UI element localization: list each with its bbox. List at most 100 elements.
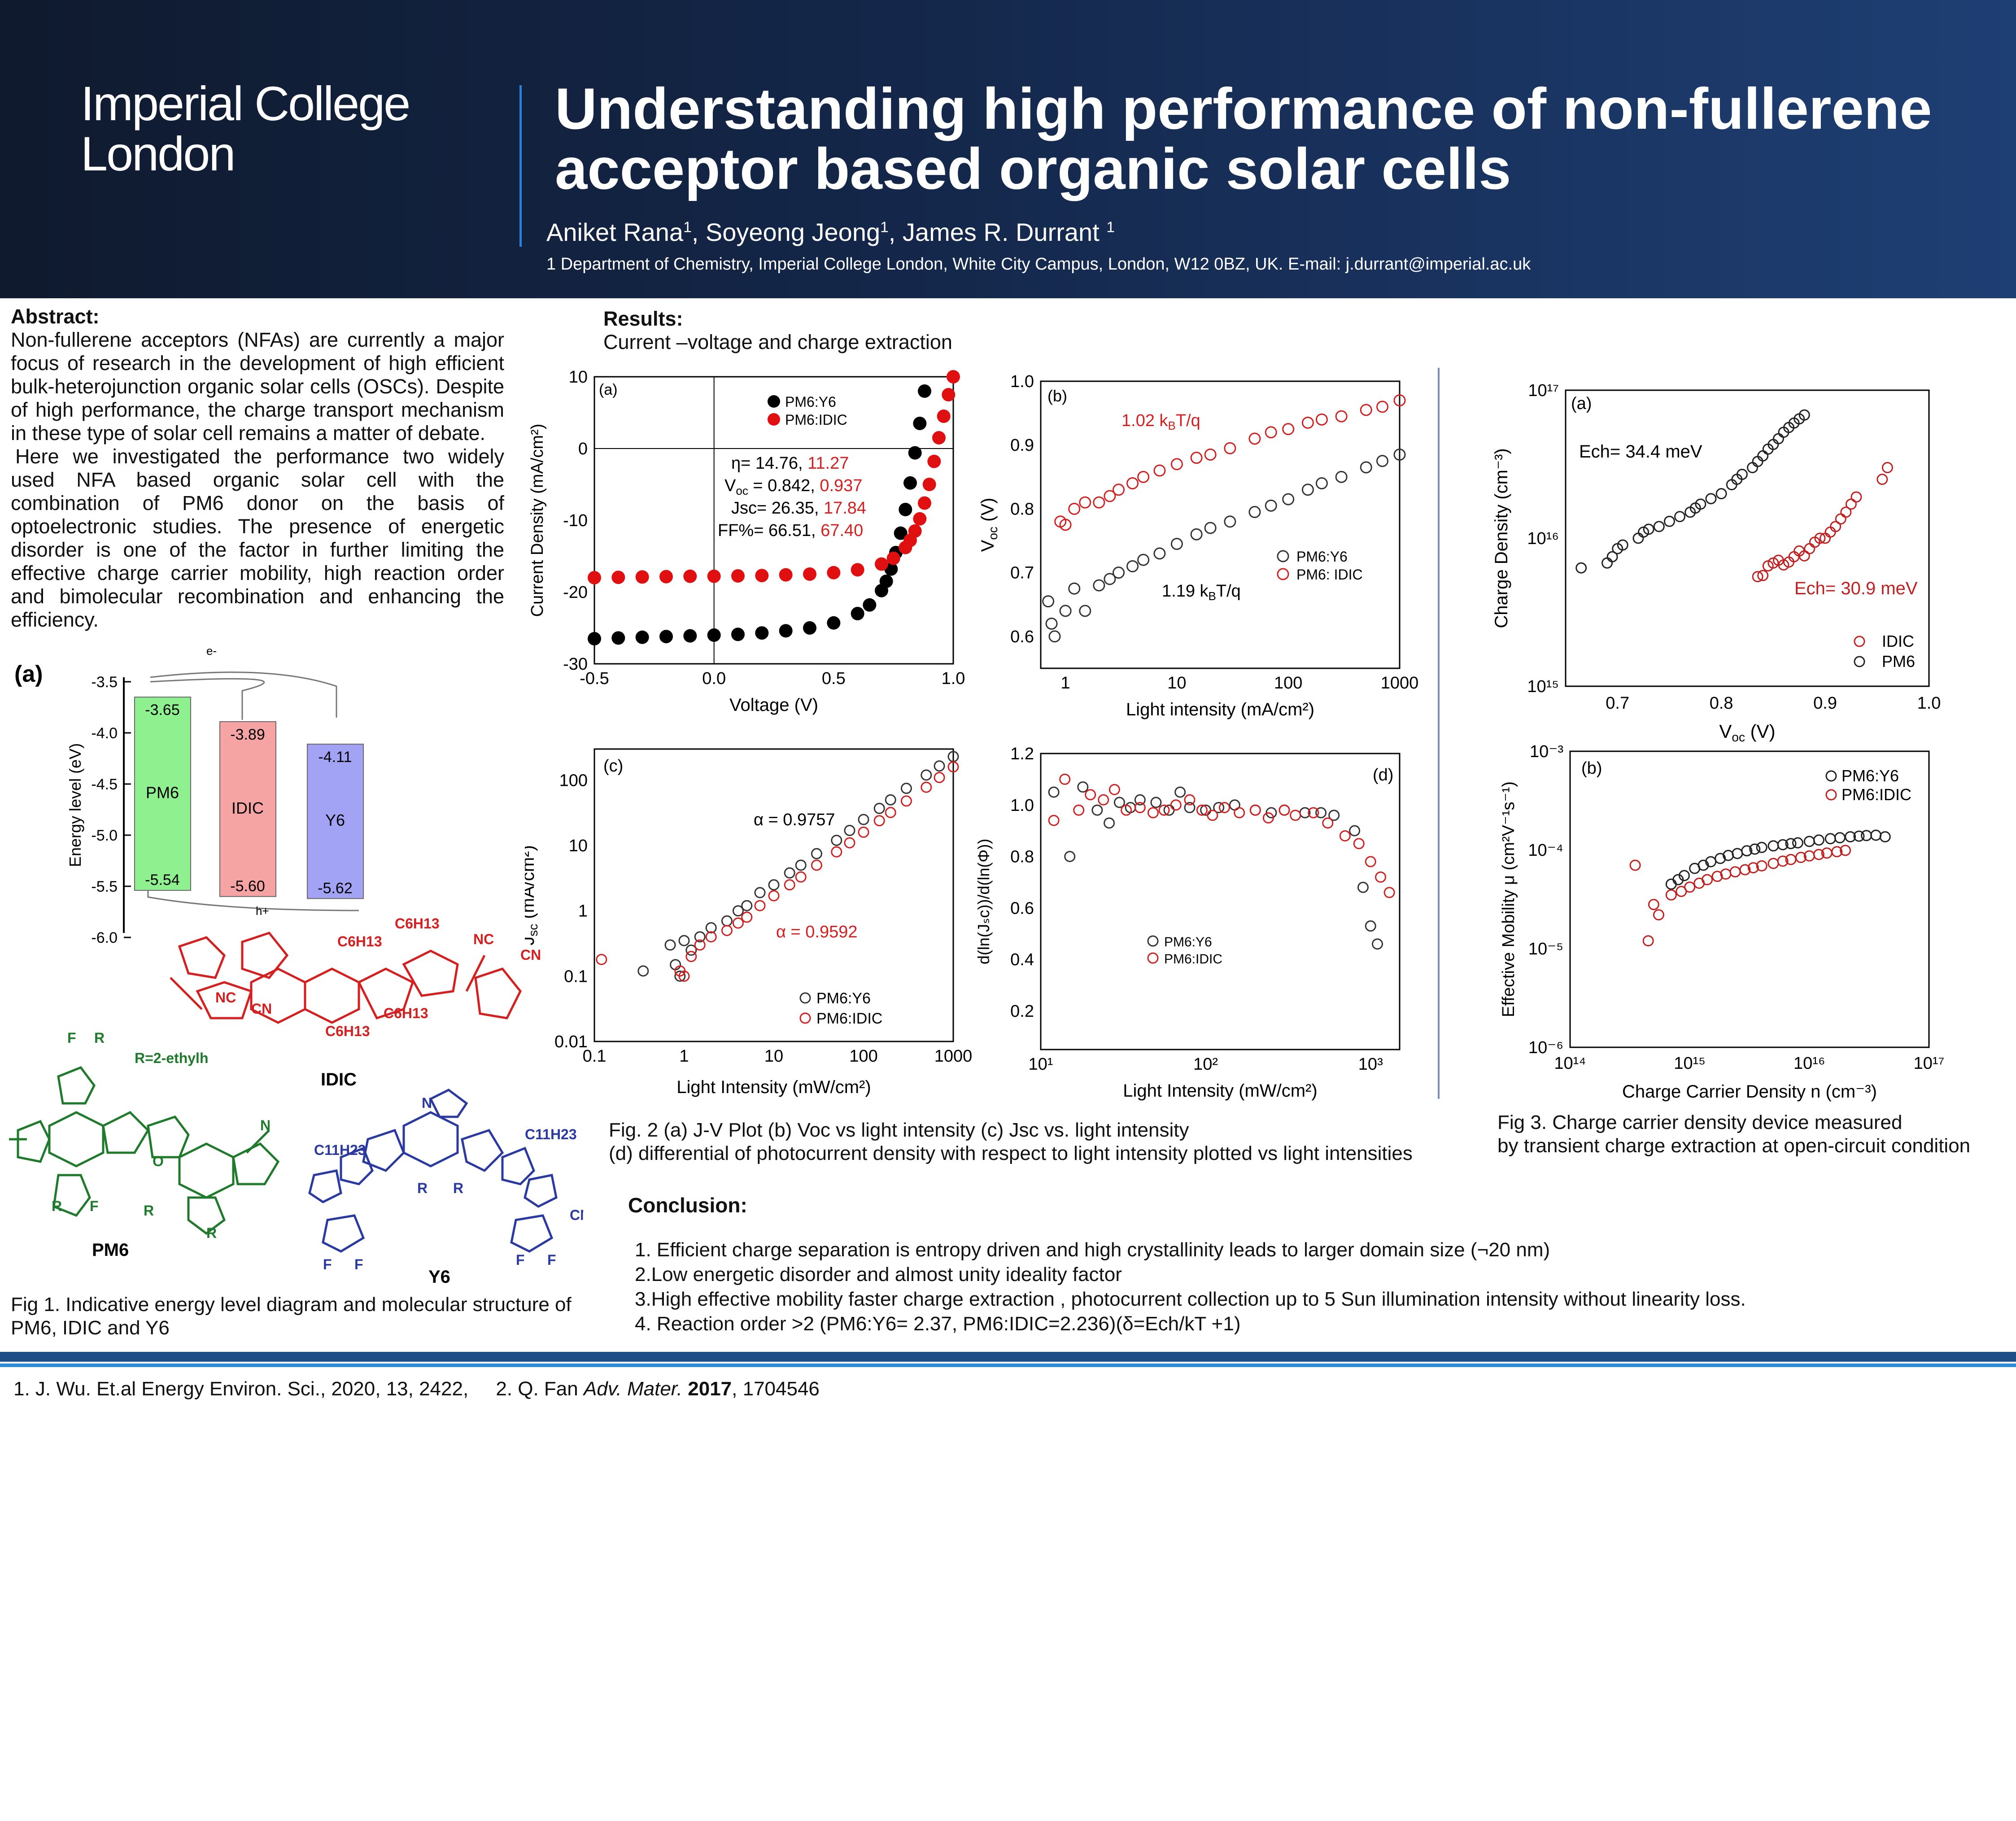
y6-c11h23-right: C11H23: [525, 1126, 577, 1142]
fig3b-xtick-0: 10¹⁴: [1554, 1054, 1586, 1073]
fig3b-point-1-3: [1653, 909, 1664, 921]
fig2d-point-0-20: [1328, 810, 1340, 821]
fig2c-alpha-red: α = 0.9592: [776, 923, 858, 941]
fig2b-point-0-5: [1079, 605, 1091, 617]
reference-2-rest: , 1704546: [732, 1378, 820, 1400]
fig2d-panel-label: (d): [1373, 766, 1393, 784]
fig2c-point-1-11: [784, 879, 795, 891]
idic-name: IDIC: [321, 1070, 357, 1089]
fig2c-ytick-0: 100: [559, 771, 588, 790]
fig1-bars: PM6 -3.65 -5.54 IDIC -3.89 -5.60 Y6 -4.11 -5.62: [134, 697, 364, 899]
fig3a-ytick-0: 10¹⁷: [1528, 381, 1559, 400]
author-2-sup: 1: [880, 219, 889, 236]
fig2b-point-1-21: [1376, 401, 1389, 413]
pm6-r2: R: [52, 1198, 62, 1214]
fig2b-point-1-1: [1059, 518, 1072, 531]
fig2c-frame: [593, 748, 954, 1042]
fig2d-xtick-2: 10³: [1358, 1055, 1383, 1074]
reference-1: 1. J. Wu. Et.al Energy Environ. Sci., 20…: [13, 1378, 469, 1400]
fig2c-point-1-17: [873, 815, 885, 827]
fig2a-param-3: FF%= 66.51, 67.40: [718, 521, 863, 540]
fig2c-point-0-12: [768, 879, 780, 891]
fig3a-point-1-7: [1643, 523, 1654, 535]
fig2c-xtick-4: 1000: [934, 1047, 973, 1066]
y6-n-top: N: [422, 1095, 432, 1111]
fig3b-legend-marker-1: [1825, 789, 1837, 801]
results-subheading: Current –voltage and charge extraction: [603, 331, 952, 353]
fig2c-point-1-16: [858, 826, 869, 838]
fig2a-ylabel: Current Density (mA/cm²): [528, 424, 547, 617]
fig2b-ytick-1: 0.9: [1010, 436, 1034, 455]
fig2a-legend-marker-1: [768, 413, 780, 426]
fig3a-point-1-29: [1798, 409, 1810, 421]
fig2a-point-0-11: [851, 607, 864, 620]
fig2b-point-0-19: [1301, 484, 1314, 496]
fig2a-point-0-19: [903, 476, 917, 490]
fig3a-ytick-1: 10¹⁶: [1527, 529, 1559, 548]
fig1-homo-1: -5.60: [230, 878, 265, 895]
pm6-r1: R: [94, 1030, 105, 1046]
fig2-caption: Fig. 2 (a) J-V Plot (b) Voc vs light int…: [609, 1119, 1461, 1165]
fig2b-point-0-3: [1059, 605, 1072, 617]
fig2a-point-0-18: [899, 503, 912, 516]
fig2c-point-1-5: [705, 931, 717, 943]
fig2b-point-0-13: [1190, 528, 1203, 540]
fig2c-panel-label: (c): [603, 757, 623, 775]
reference-2-authors: 2. Q. Fan: [496, 1378, 584, 1400]
fig3a-panel-label: (a): [1571, 394, 1592, 413]
fig3b-ytick-2: 10⁻⁵: [1528, 940, 1563, 958]
fig2a-point-1-4: [683, 569, 697, 583]
fig3b-point-1-0: [1629, 859, 1641, 871]
fig2a-point-1-6: [731, 569, 745, 583]
fig3a-point-1-5: [1632, 532, 1644, 544]
fig2c-alpha-black: α = 0.9757: [754, 810, 835, 829]
fig3a-ylabel: Charge Density (cm⁻³): [1492, 448, 1511, 628]
fig2b-point-0-15: [1224, 515, 1236, 528]
fig2b-ytick-4: 0.6: [1010, 627, 1034, 646]
reference-2-journal: Adv. Mater.: [583, 1378, 683, 1400]
fig2a-panel-label: (a): [599, 381, 618, 398]
fig2b-point-1-8: [1137, 470, 1150, 483]
fig3-caption-line-1: Fig 3. Charge carrier density device mea…: [1497, 1111, 1903, 1133]
fig2c-xtick-3: 100: [849, 1047, 877, 1066]
fig3b-point-1-12: [1739, 864, 1751, 876]
fig1-ytick-label-3: -5.0: [91, 827, 118, 844]
fig2c-legend-marker-0: [799, 992, 811, 1004]
fig2d-point-0-7: [1134, 794, 1146, 806]
fig2a-point-1-13: [886, 551, 900, 565]
fig2a-point-0-1: [611, 631, 625, 645]
fig2c-point-1-15: [844, 837, 855, 849]
abstract-heading: Abstract:: [11, 305, 100, 328]
fig1-bar-pm6: [134, 697, 191, 891]
fig1-hole-arrow: [147, 890, 359, 911]
fig3a-legend-marker-1: [1854, 656, 1865, 667]
fig2a-point-0-21: [913, 417, 927, 430]
fig2b-point-1-7: [1126, 477, 1139, 490]
fig3b-point-0-2: [1678, 870, 1690, 881]
fig3a-point-0-21: [1881, 462, 1893, 474]
fig3a-xlabel: Voc (V): [1719, 721, 1775, 744]
fig1-electron-label: e-: [206, 644, 217, 658]
fig2a-ytick-1: 0: [578, 440, 588, 458]
fig2d-point-1-21: [1322, 817, 1334, 829]
y6-name: Y6: [428, 1267, 450, 1287]
fig3b-point-1-18: [1795, 852, 1807, 863]
fig3-caption: Fig 3. Charge carrier density device mea…: [1497, 1111, 2013, 1158]
y6-f2: F: [354, 1256, 363, 1272]
fig2d-ytick-1: 1.0: [1010, 796, 1034, 815]
fig3a-frame: [1565, 389, 1930, 687]
fig3a-point-0-9: [1798, 550, 1810, 562]
fig2b-point-1-5: [1104, 490, 1116, 502]
fig2a-point-1-18: [918, 496, 931, 510]
fig3b-point-0-21: [1853, 830, 1865, 842]
fig3a-point-1-14: [1705, 493, 1717, 505]
fig3a-xtick-3: 1.0: [1917, 694, 1941, 713]
fig2c-point-0-5: [685, 944, 697, 956]
title-line-2: acceptor based organic solar cells: [555, 136, 1511, 201]
fig3a-legend-0: IDIC: [1882, 632, 1914, 650]
fig1-graphic: (a) -3.5 -4.0 -4.5 -5.0 -5.5 -6.0 Energy leve…: [14, 644, 364, 946]
fig2c-point-0-1: [664, 939, 676, 951]
fig2b-point-1-22: [1393, 394, 1406, 407]
fig2d-frame: [1040, 753, 1401, 1050]
fig2a-point-0-6: [731, 627, 745, 641]
